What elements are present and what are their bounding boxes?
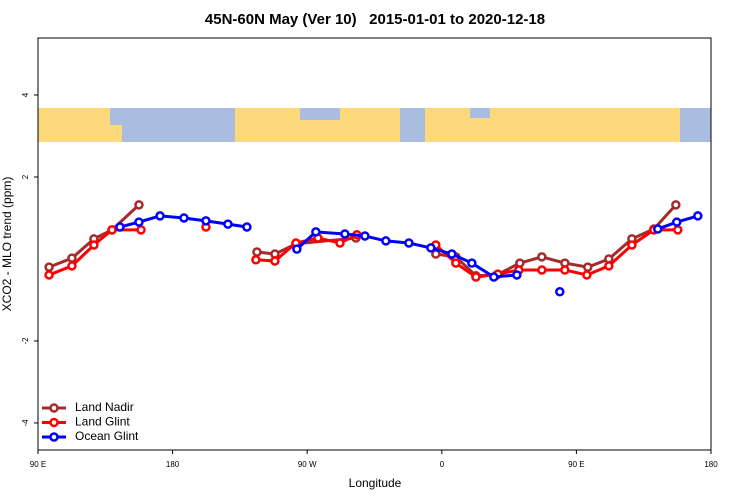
data-point	[451, 258, 461, 268]
data-point	[426, 243, 436, 253]
data-point	[292, 244, 302, 254]
map-land	[110, 125, 122, 142]
chart-title: 45N-60N May (Ver 10) 2015-01-01 to 2020-…	[205, 11, 545, 28]
data-point	[560, 265, 570, 275]
data-point	[223, 219, 233, 229]
map-land	[38, 108, 110, 142]
data-point	[489, 272, 499, 282]
y-tick-label: 2	[21, 174, 30, 179]
legend-label: Land Glint	[75, 415, 130, 429]
plot-frame	[37, 37, 712, 451]
data-point	[134, 200, 144, 210]
data-point	[44, 262, 54, 272]
data-point	[134, 217, 144, 227]
x-tick-label: 180	[166, 460, 180, 469]
data-point	[242, 222, 252, 232]
data-point	[537, 252, 547, 262]
legend-label: Land Nadir	[75, 400, 134, 414]
data-point	[67, 253, 77, 263]
map-band	[38, 108, 711, 142]
data-point	[693, 211, 703, 221]
y-axis-label: XCO2 - MLO trend (ppm)	[0, 177, 14, 312]
data-point	[672, 217, 682, 227]
x-tick-label: 90 E	[30, 460, 46, 469]
data-point	[471, 272, 481, 282]
data-point	[335, 238, 345, 248]
y-tick-label: -4	[21, 419, 30, 427]
x-axis-label: Longitude	[349, 476, 402, 490]
data-point	[583, 262, 593, 272]
x-tick-label: 90 W	[298, 460, 317, 469]
data-point	[201, 216, 211, 226]
map-water	[470, 108, 490, 118]
data-point	[467, 258, 477, 268]
y-tick-label: -2	[21, 337, 30, 345]
data-point	[340, 229, 350, 239]
data-point	[136, 225, 146, 235]
data-point	[44, 270, 54, 280]
y-tick-label: 4	[21, 92, 30, 97]
data-point	[537, 265, 547, 275]
x-tick-label: 90 E	[568, 460, 584, 469]
legend-label: Ocean Glint	[75, 429, 139, 443]
map-land	[425, 108, 680, 142]
x-tick-label: 180	[704, 460, 718, 469]
data-point	[89, 240, 99, 250]
data-point	[107, 225, 117, 235]
data-point	[67, 261, 77, 271]
data-point	[671, 200, 681, 210]
data-point	[604, 261, 614, 271]
data-point	[404, 238, 414, 248]
data-point	[673, 225, 683, 235]
legend-marker	[49, 417, 59, 428]
data-point	[115, 222, 125, 232]
data-point	[179, 213, 189, 223]
data-point	[512, 270, 522, 280]
data-point	[627, 240, 637, 250]
data-point	[252, 247, 262, 257]
data-point	[270, 256, 280, 266]
data-point	[251, 255, 261, 265]
data-point	[582, 270, 592, 280]
x-tick-label: 0	[440, 460, 445, 469]
data-point	[555, 287, 565, 297]
data-point	[155, 211, 165, 221]
legend-marker	[49, 403, 59, 413]
data-point	[311, 227, 321, 237]
data-point	[653, 224, 663, 234]
data-point	[447, 249, 457, 259]
data-point	[360, 231, 370, 241]
data-point	[381, 236, 391, 246]
map-water	[300, 108, 340, 120]
legend-marker	[49, 432, 59, 442]
